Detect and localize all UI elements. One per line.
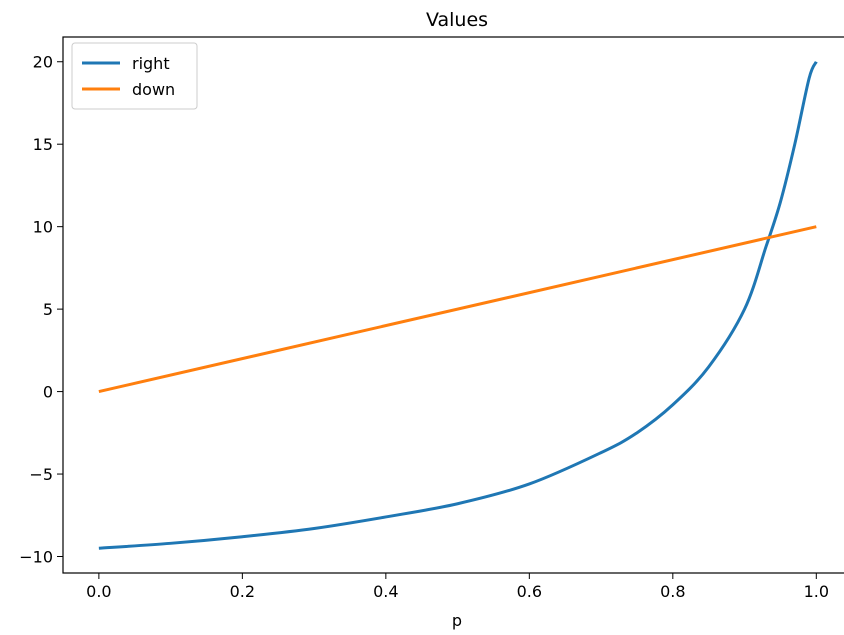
y-axis: −10 −5 0 5 10 15 20	[19, 53, 63, 567]
x-tick-label: 0.8	[660, 582, 685, 601]
y-tick-label: 20	[33, 53, 53, 72]
y-tick-label: −10	[19, 548, 53, 567]
y-tick-label: 5	[43, 300, 53, 319]
chart-title: Values	[426, 9, 488, 31]
y-tick-label: 10	[33, 218, 53, 237]
x-axis: 0.0 0.2 0.4 0.6 0.8 1.0	[86, 573, 829, 601]
x-tick-label: 0.6	[517, 582, 542, 601]
y-tick-label: 15	[33, 135, 53, 154]
y-tick-label: 0	[43, 383, 53, 402]
series-layer	[98, 61, 818, 550]
legend-label-down: down	[132, 80, 175, 99]
plot-frame	[62, 36, 844, 574]
x-axis-label: p	[452, 611, 462, 630]
x-tick-label: 0.4	[373, 582, 398, 601]
series-line-down	[98, 225, 817, 394]
legend-box	[71, 42, 198, 110]
x-tick-label: 0.0	[86, 582, 111, 601]
y-tick-label: −5	[29, 465, 53, 484]
x-tick-label: 1.0	[804, 582, 829, 601]
legend: right down	[71, 42, 198, 110]
legend-label-right: right	[132, 54, 170, 73]
x-tick-label: 0.2	[230, 582, 255, 601]
series-line-right	[98, 61, 818, 550]
